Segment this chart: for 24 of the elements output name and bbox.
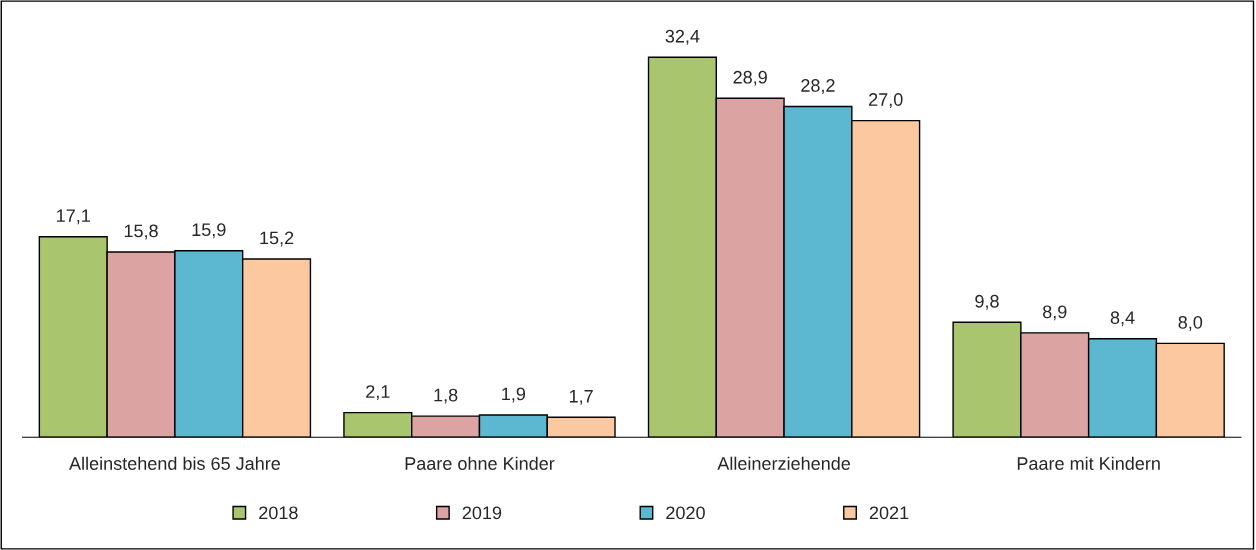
legend-label: 2019 <box>462 506 502 520</box>
data-label: 27,0 <box>869 93 903 109</box>
data-label: 8,4 <box>1110 311 1135 327</box>
data-label: 8,0 <box>1178 315 1203 331</box>
data-label: 15,2 <box>260 231 294 247</box>
data-label: 15,9 <box>192 223 226 239</box>
legend-label: 2018 <box>259 506 298 520</box>
data-label: 17,1 <box>57 209 90 225</box>
legend-label: 2021 <box>869 506 909 520</box>
data-label: 9,8 <box>975 294 999 310</box>
x-tick-label: Paare mit Kindern <box>1017 456 1160 470</box>
data-label: 28,2 <box>801 79 835 94</box>
data-label: 1,7 <box>569 390 593 405</box>
data-label: 32,4 <box>665 29 700 45</box>
x-tick-label: Alleinstehend bis 65 Jahre <box>69 456 280 470</box>
data-label: 8,9 <box>1042 305 1067 321</box>
legend-label: 2020 <box>666 506 705 520</box>
data-label: 1,8 <box>434 388 458 404</box>
data-label: 2,1 <box>366 385 390 401</box>
data-label: 28,9 <box>733 70 767 86</box>
x-tick-label: Alleinerziehende <box>717 456 851 470</box>
data-label: 1,9 <box>502 387 526 403</box>
data-label: 15,8 <box>124 224 158 240</box>
x-tick-label: Paare ohne Kinder <box>405 456 555 470</box>
